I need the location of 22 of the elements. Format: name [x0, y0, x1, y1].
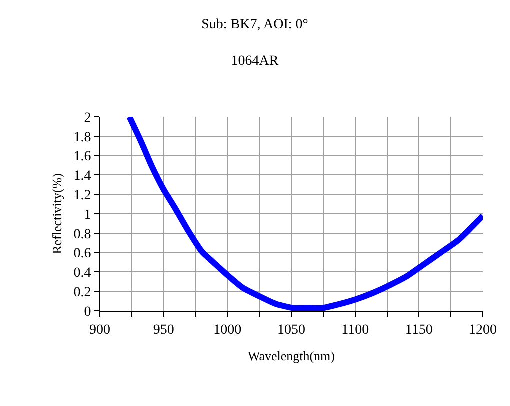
y-tick-label: 0.4 — [74, 266, 92, 282]
x-tick-label: 1200 — [469, 322, 497, 338]
x-tick-label: 950 — [153, 322, 174, 338]
y-tick-label: 0.6 — [74, 246, 92, 262]
y-tick-label: 0.2 — [74, 286, 92, 300]
y-tick-label: 1 — [84, 208, 92, 223]
y-tick-label: 0 — [84, 304, 92, 320]
y-tick-label: 0.8 — [74, 227, 92, 242]
y-tick-label: 1.4 — [74, 169, 92, 184]
x-axis-title: Wavelength(nm) — [248, 348, 336, 364]
x-tick-label: 900 — [90, 322, 110, 338]
y-tick-label: 1.2 — [74, 188, 92, 204]
y-tick-label: 1.8 — [74, 130, 92, 146]
y-tick-label: 2 — [84, 110, 92, 126]
x-tick-label: 1050 — [278, 322, 306, 338]
x-tick-label: 1100 — [342, 322, 370, 338]
chart-subtitle: 1064AR — [231, 54, 280, 69]
x-tick-label: 1000 — [214, 322, 242, 338]
x-tick-label: 1150 — [405, 322, 433, 338]
y-tick-label: 1.6 — [74, 150, 92, 165]
chart-title: Sub: BK7, AOI: 0° — [202, 17, 308, 32]
y-axis-title: Reflectivity(%) — [50, 174, 65, 254]
